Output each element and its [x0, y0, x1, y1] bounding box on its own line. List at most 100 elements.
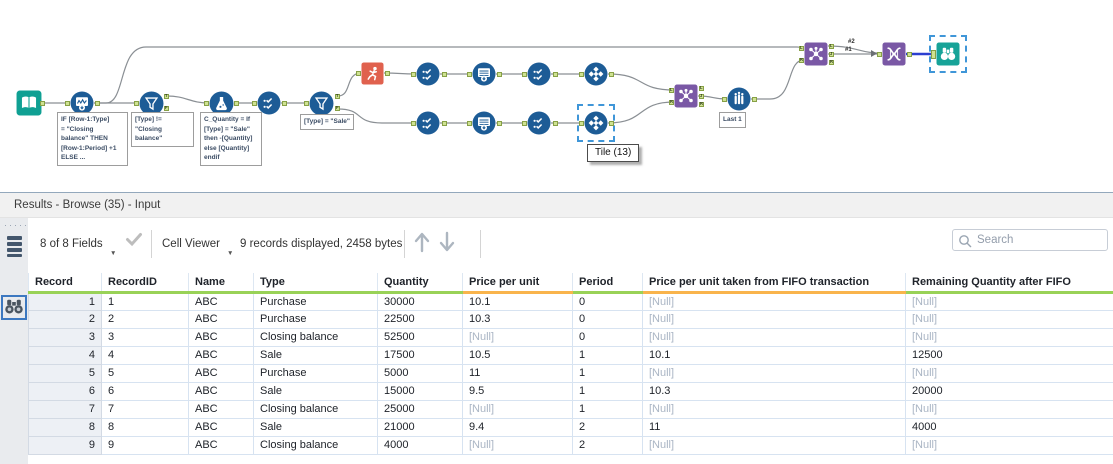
right-output-anchor[interactable]: R [698, 101, 704, 107]
connection[interactable] [827, 45, 879, 54]
row-number-cell[interactable]: 1 [28, 291, 102, 311]
table-cell[interactable]: 10.1 [642, 345, 906, 365]
table-cell[interactable]: 6 [101, 381, 189, 401]
table-cell[interactable]: ABC [188, 381, 254, 401]
column-header[interactable]: RecordID [101, 273, 189, 294]
table-cell[interactable]: ABC [188, 417, 254, 437]
tile-tool-selected[interactable] [584, 111, 608, 135]
input-anchor[interactable] [578, 120, 584, 126]
table-cell[interactable]: Closing balance [253, 435, 378, 455]
table-cell[interactable]: [Null] [642, 399, 906, 419]
output-anchor[interactable] [233, 100, 239, 106]
row-number-cell[interactable]: 9 [28, 435, 102, 455]
table-cell[interactable]: Closing balance [253, 327, 378, 347]
table-row[interactable]: 5 5 ABC Purchase 5000 11 1 [Null] [Null] [28, 363, 1113, 383]
table-cell[interactable]: [Null] [642, 363, 906, 383]
table-cell[interactable]: 5 [101, 363, 189, 383]
table-cell[interactable]: 5000 [377, 363, 463, 383]
results-table[interactable]: Record RecordID Name Type Quantity Price per … [28, 273, 1113, 455]
input-anchor[interactable] [721, 96, 727, 102]
table-cell[interactable]: [Null] [462, 399, 573, 419]
table-cell[interactable]: 1 [572, 345, 643, 365]
table-row[interactable]: 1 1 ABC Purchase 30000 10.1 0 [Null] [Null] [28, 291, 1113, 311]
panel-drag-handle[interactable]: ····· [4, 220, 29, 230]
input-anchor[interactable] [521, 120, 527, 126]
table-cell[interactable]: 0 [572, 291, 643, 311]
runner-macro-tool[interactable] [361, 62, 384, 85]
table-cell[interactable]: 4000 [377, 435, 463, 455]
table-cell[interactable]: ABC [188, 345, 254, 365]
table-cell[interactable]: [Null] [905, 309, 1113, 329]
table-cell[interactable]: [Null] [905, 327, 1113, 347]
output-anchor[interactable] [608, 71, 614, 77]
right-input-anchor[interactable]: R [798, 57, 804, 63]
table-row[interactable]: 3 3 ABC Closing balance 52500 [Null] 0 [Null] [N… [28, 327, 1113, 347]
output-anchor[interactable] [441, 120, 447, 126]
connection[interactable] [337, 72, 362, 97]
row-number-cell[interactable]: 3 [28, 327, 102, 347]
column-header[interactable]: Record [28, 273, 102, 294]
table-cell[interactable]: [Null] [905, 291, 1113, 311]
table-cell[interactable]: 4000 [905, 417, 1113, 437]
chevron-down-icon[interactable] [110, 242, 116, 260]
row-number-cell[interactable]: 6 [28, 381, 102, 401]
column-header[interactable]: Name [188, 273, 254, 294]
table-cell[interactable]: 1 [572, 381, 643, 401]
table-cell[interactable]: [Null] [905, 363, 1113, 383]
table-cell[interactable]: 8 [101, 417, 189, 437]
input-anchor[interactable] [876, 51, 882, 57]
input-anchor[interactable] [578, 71, 584, 77]
row-number-cell[interactable]: 2 [28, 309, 102, 329]
table-cell[interactable]: 15000 [377, 381, 463, 401]
false-output-anchor[interactable]: F [163, 105, 169, 111]
table-row[interactable]: 2 2 ABC Purchase 22500 10.3 0 [Null] [Null] [28, 309, 1113, 329]
apply-fields-icon[interactable] [124, 229, 144, 254]
table-row[interactable]: 9 9 ABC Closing balance 4000 [Null] 2 [Null] [Nu… [28, 435, 1113, 455]
table-row[interactable]: 8 8 ABC Sale 21000 9.4 2 11 4000 [28, 417, 1113, 437]
tile-tool[interactable] [584, 62, 608, 86]
column-header[interactable]: Period [572, 273, 643, 294]
scroll-down-icon[interactable] [437, 229, 457, 255]
multi-row-formula-tool[interactable] [472, 111, 496, 135]
select-tool[interactable] [527, 62, 551, 86]
output-anchor[interactable] [441, 71, 447, 77]
table-cell[interactable]: ABC [188, 309, 254, 329]
input-anchor[interactable] [521, 71, 527, 77]
search-input[interactable] [977, 231, 1103, 249]
connection[interactable] [607, 101, 675, 124]
table-cell[interactable]: Purchase [253, 363, 378, 383]
browse-profile-icon[interactable] [1, 295, 27, 320]
table-cell[interactable]: 9 [101, 435, 189, 455]
chevron-down-icon[interactable] [227, 242, 233, 260]
table-cell[interactable]: 10.3 [462, 309, 573, 329]
join-tool[interactable] [674, 84, 698, 108]
cell-viewer-dropdown[interactable]: Cell Viewer [162, 238, 220, 250]
table-cell[interactable]: 10.3 [642, 381, 906, 401]
row-number-cell[interactable]: 4 [28, 345, 102, 365]
table-cell[interactable]: [Null] [905, 435, 1113, 455]
column-header[interactable]: Price per unit taken from FIFO transacti… [642, 273, 906, 294]
table-cell[interactable]: Closing balance [253, 399, 378, 419]
output-anchor[interactable] [496, 71, 502, 77]
table-cell[interactable]: 7 [101, 399, 189, 419]
table-cell[interactable]: [Null] [462, 327, 573, 347]
multi-row-formula-tool[interactable] [472, 62, 496, 86]
table-cell[interactable]: 30000 [377, 291, 463, 311]
results-panel-header[interactable]: Results - Browse (35) - Input [0, 192, 1113, 218]
table-cell[interactable]: ABC [188, 399, 254, 419]
row-number-cell[interactable]: 7 [28, 399, 102, 419]
input-anchor[interactable] [410, 71, 416, 77]
input-anchor[interactable] [64, 100, 70, 106]
output-anchor[interactable] [608, 120, 614, 126]
output-anchor[interactable] [906, 51, 912, 57]
table-cell[interactable]: 2 [572, 417, 643, 437]
join-tool[interactable] [804, 42, 828, 66]
table-cell[interactable]: 17500 [377, 345, 463, 365]
fields-dropdown[interactable]: 8 of 8 Fields [40, 238, 103, 250]
output-anchor[interactable] [552, 120, 558, 126]
table-cell[interactable]: Sale [253, 417, 378, 437]
connection[interactable] [751, 59, 805, 100]
table-cell[interactable]: 0 [572, 309, 643, 329]
table-row[interactable]: 6 6 ABC Sale 15000 9.5 1 10.3 20000 [28, 381, 1113, 401]
tool-annotation[interactable]: [Type] = "Sale" [300, 114, 354, 130]
